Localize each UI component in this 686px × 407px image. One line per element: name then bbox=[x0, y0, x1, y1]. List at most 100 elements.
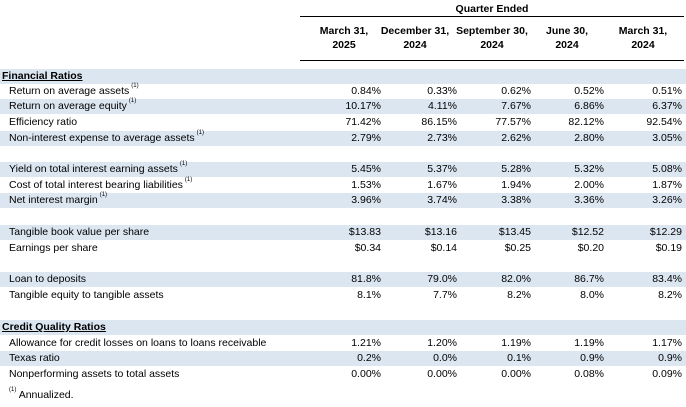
quarter-ended-rule bbox=[300, 16, 684, 17]
row-label-text: Efficiency ratio bbox=[9, 116, 78, 128]
table-cell: $13.83 bbox=[348, 226, 381, 238]
table-cell: 1.17% bbox=[652, 337, 682, 349]
table-cell: 0.00% bbox=[351, 368, 381, 380]
table-cell: 10.17% bbox=[345, 100, 381, 112]
footnote-ref: (1) bbox=[196, 130, 204, 136]
row-label: Non-interest expense to average assets (1… bbox=[9, 130, 204, 144]
row-label: Tangible equity to tangible assets bbox=[9, 289, 164, 301]
footnote-ref: (1) bbox=[99, 192, 108, 198]
table-cell: $0.19 bbox=[655, 242, 682, 254]
table-cell: $0.34 bbox=[354, 242, 381, 254]
table-cell: 86.7% bbox=[574, 273, 604, 285]
table-cell: 2.62% bbox=[501, 132, 531, 144]
section-header-row: Financial Ratios bbox=[0, 69, 686, 84]
row-label-text: Cost of total interest bearing liabiliti… bbox=[9, 179, 183, 191]
table-row: Non-interest expense to average assets (1… bbox=[0, 130, 686, 146]
table-cell: 1.87% bbox=[652, 179, 682, 191]
table-cell: 0.9% bbox=[580, 352, 604, 364]
table-cell: $13.16 bbox=[424, 226, 457, 238]
table-cell: 81.8% bbox=[351, 273, 381, 285]
table-cell: 0.09% bbox=[652, 368, 682, 380]
row-label: Texas ratio bbox=[9, 352, 60, 364]
row-label-text: Yield on total interest earning assets bbox=[9, 163, 178, 175]
column-header-year: 2024 bbox=[480, 39, 504, 51]
column-header: June 30, 2024 bbox=[531, 24, 603, 56]
row-label: Allowance for credit losses on loans to … bbox=[9, 337, 266, 349]
table-cell: 0.2% bbox=[357, 352, 381, 364]
table-cell: 79.0% bbox=[427, 273, 457, 285]
table-row: Return on average assets (1) 0.84% 0.33% 0.6… bbox=[0, 83, 686, 99]
column-header-year: 2024 bbox=[403, 39, 427, 51]
table-cell: 71.42% bbox=[345, 116, 381, 128]
table-cell: 4.11% bbox=[428, 100, 457, 112]
row-label: Tangible book value per share bbox=[9, 226, 149, 238]
table-cell: 0.1% bbox=[507, 352, 531, 364]
table-cell: 92.54% bbox=[646, 116, 682, 128]
table-cell: 5.32% bbox=[574, 163, 604, 175]
row-label: Cost of total interest bearing liabiliti… bbox=[9, 177, 193, 191]
table-row: Texas ratio 0.2% 0.0% 0.1% 0.9% 0.9% bbox=[0, 351, 686, 366]
table-row: Nonperforming assets to total assets 0.00… bbox=[0, 367, 686, 382]
row-label-text: Tangible equity to tangible assets bbox=[9, 289, 164, 301]
footnote-ref: (1) bbox=[179, 161, 188, 167]
footnote-ref: (1) bbox=[131, 83, 139, 89]
table-cell: 3.38% bbox=[501, 194, 531, 206]
footnote-ref: (1) bbox=[128, 98, 137, 104]
row-label-text: Return on average assets bbox=[9, 85, 130, 97]
column-header-date: March 31, bbox=[319, 25, 369, 37]
table-cell: 1.20% bbox=[427, 337, 457, 349]
footnote-marker: (1) bbox=[9, 387, 17, 393]
table-cell: 5.08% bbox=[652, 163, 682, 175]
column-header: March 31, 2024 bbox=[605, 24, 681, 56]
table-cell: 77.57% bbox=[495, 116, 531, 128]
footnote-ref: (1) bbox=[184, 177, 193, 183]
column-header-year: 2024 bbox=[555, 39, 579, 51]
row-label-text: Return on average equity bbox=[9, 100, 127, 112]
table-cell: 8.2% bbox=[658, 289, 682, 301]
row-label-text: Non-interest expense to average assets bbox=[9, 132, 195, 144]
table-cell: 1.21% bbox=[351, 337, 381, 349]
table-row: Earnings per share $0.34 $0.14 $0.25 $0.20 $0… bbox=[0, 241, 686, 256]
table-cell: 8.2% bbox=[507, 289, 531, 301]
table-cell: 6.86% bbox=[574, 100, 604, 112]
table-cell: 2.79% bbox=[351, 132, 381, 144]
table-row: Tangible equity to tangible assets 8.1% 7.… bbox=[0, 288, 686, 303]
column-header: December 31, 2024 bbox=[378, 24, 452, 56]
table-cell: 2.00% bbox=[574, 179, 604, 191]
row-label-text: Nonperforming assets to total assets bbox=[9, 368, 180, 380]
column-header: September 30, 2024 bbox=[454, 24, 530, 56]
table-cell: 8.0% bbox=[580, 289, 604, 301]
table-cell: 1.53% bbox=[351, 179, 381, 191]
row-label: Earnings per share bbox=[9, 242, 98, 254]
table-cell: 2.80% bbox=[574, 132, 604, 144]
row-label-text: Net interest margin bbox=[9, 194, 98, 206]
quarter-ended-heading: Quarter Ended bbox=[455, 3, 529, 15]
table-cell: 0.00% bbox=[501, 368, 531, 380]
table-cell: 8.1% bbox=[357, 289, 381, 301]
table-cell: 82.0% bbox=[501, 273, 531, 285]
section-header-row: Credit Quality Ratios bbox=[0, 320, 686, 335]
table-cell: 86.15% bbox=[421, 116, 457, 128]
table-cell: 3.36% bbox=[574, 194, 604, 206]
table-cell: 82.12% bbox=[568, 116, 604, 128]
section-title: Financial Ratios bbox=[2, 70, 83, 82]
table-cell: 7.7% bbox=[433, 289, 457, 301]
footnote: (1) Annualized. bbox=[7, 387, 74, 401]
table-cell: 0.9% bbox=[658, 352, 682, 364]
table-cell: 0.51% bbox=[652, 85, 682, 97]
row-label: Loan to deposits bbox=[9, 273, 86, 285]
table-cell: 1.67% bbox=[427, 179, 457, 191]
table-cell: 0.84% bbox=[351, 85, 381, 97]
table-row: Efficiency ratio 71.42% 86.15% 77.57% 82.12%… bbox=[0, 115, 686, 130]
column-header-date: June 30, bbox=[545, 25, 589, 37]
column-header: March 31, 2025 bbox=[306, 24, 382, 56]
row-label-text: Tangible book value per share bbox=[9, 226, 150, 238]
row-label: Nonperforming assets to total assets bbox=[9, 368, 179, 380]
table-cell: 5.28% bbox=[501, 163, 531, 175]
row-label-text: Loan to deposits bbox=[9, 273, 87, 285]
row-label: Return on average equity (1) bbox=[9, 98, 137, 112]
column-header-year: 2024 bbox=[631, 39, 655, 51]
table-row: Allowance for credit losses on loans to … bbox=[0, 336, 686, 351]
table-cell: 1.19% bbox=[501, 337, 531, 349]
